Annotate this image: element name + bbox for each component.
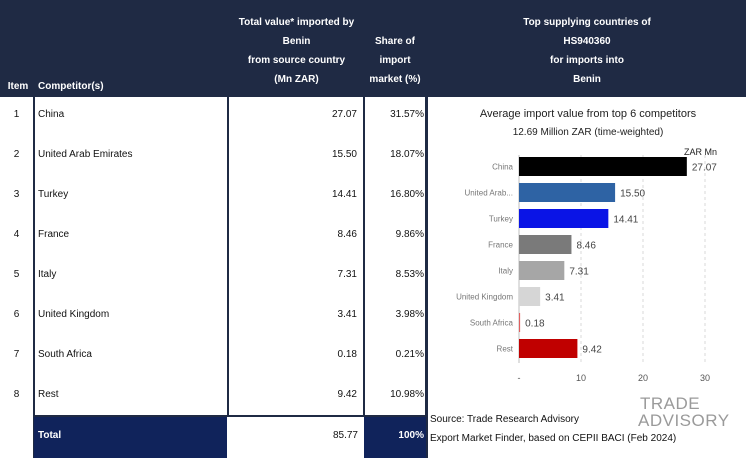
chart-header: Top supplying countries of HS940360 for … — [523, 17, 651, 85]
value-label: 15.50 — [620, 189, 645, 200]
total-value-cell — [229, 417, 364, 458]
total-label: Total — [38, 430, 62, 441]
row-share: 8.53% — [395, 269, 424, 280]
row-value: 8.46 — [337, 229, 357, 240]
bar — [519, 157, 687, 176]
total-row — [34, 417, 227, 458]
category-label: France — [488, 241, 513, 250]
row-competitor: Rest — [38, 389, 59, 400]
chart-unit-label: ZAR Mn — [684, 147, 717, 157]
bar — [519, 183, 616, 202]
category-label: United Kingdom — [456, 293, 513, 302]
table-border-bottom — [33, 415, 428, 417]
source-line-2: Export Market Finder, based on CEPII BAC… — [430, 433, 677, 444]
row-competitor: Italy — [38, 269, 57, 280]
competitor-header: Competitor(s) — [38, 81, 104, 92]
category-label: South Africa — [470, 319, 514, 328]
row-value: 0.18 — [337, 349, 357, 360]
row-value: 15.50 — [331, 149, 357, 160]
x-tick-label: 30 — [700, 373, 710, 383]
value-label: 3.41 — [545, 293, 565, 304]
table-border-right — [425, 97, 428, 458]
row-share: 18.07% — [390, 149, 424, 160]
row-item: 5 — [13, 269, 20, 280]
row-item: 8 — [13, 389, 20, 400]
x-tick-label: - — [518, 373, 521, 383]
row-value: 27.07 — [331, 109, 357, 120]
row-item: 3 — [13, 189, 20, 200]
bar — [519, 235, 572, 254]
row-share: 16.80% — [390, 189, 424, 200]
item-header: Item — [7, 81, 29, 92]
row-item: 2 — [13, 149, 20, 160]
row-competitor: China — [38, 109, 65, 120]
value-label: 9.42 — [582, 345, 602, 356]
bar — [519, 339, 578, 358]
row-competitor: Turkey — [38, 189, 69, 200]
value-label: 27.07 — [692, 163, 717, 174]
table-header — [0, 0, 746, 97]
bar — [519, 209, 609, 228]
row-share: 0.21% — [395, 349, 424, 360]
row-competitor: United Kingdom — [38, 309, 110, 320]
row-value: 9.42 — [337, 389, 357, 400]
row-share: 9.86% — [395, 229, 424, 240]
trade-advisory-logo: TRADE ADVISORY — [638, 394, 730, 430]
bar — [519, 313, 521, 332]
row-item: 6 — [13, 309, 20, 320]
x-tick-label: 10 — [576, 373, 586, 383]
total-value: 85.77 — [332, 430, 358, 441]
category-label: Turkey — [489, 215, 513, 224]
total-share: 100% — [398, 430, 424, 441]
value-label: 7.31 — [569, 267, 589, 278]
bar — [519, 287, 541, 306]
row-competitor: France — [38, 229, 70, 240]
row-value: 3.41 — [337, 309, 357, 320]
x-tick-label: 20 — [638, 373, 648, 383]
row-share: 3.98% — [395, 309, 424, 320]
row-item: 1 — [13, 109, 20, 120]
total-share-cell — [364, 417, 426, 458]
category-label: China — [492, 163, 513, 172]
row-competitor: South Africa — [38, 349, 92, 360]
row-item: 4 — [13, 229, 20, 240]
value-label: 0.18 — [525, 319, 545, 330]
row-competitor: United Arab Emirates — [38, 149, 133, 160]
share-header: Share of import market (%) — [369, 36, 421, 85]
value-header: Total value* imported by Benin from sour… — [238, 17, 355, 85]
value-label: 14.41 — [613, 215, 638, 226]
bar-chart: Average import value from top 6 competit… — [456, 108, 717, 383]
source-line-1: Source: Trade Research Advisory — [430, 414, 579, 425]
row-share: 31.57% — [390, 109, 424, 120]
row-share: 10.98% — [390, 389, 424, 400]
table-border-left — [33, 97, 35, 458]
table-border-mid2 — [363, 97, 365, 417]
row-value: 14.41 — [331, 189, 357, 200]
table-border-mid1 — [227, 97, 229, 417]
category-label: United Arab... — [465, 189, 513, 198]
category-label: Rest — [497, 345, 514, 354]
category-label: Italy — [498, 267, 513, 276]
chart-panel: Average import value from top 6 competit… — [428, 97, 746, 415]
bar — [519, 261, 565, 280]
row-value: 7.31 — [337, 269, 357, 280]
row-item: 7 — [13, 349, 20, 360]
value-label: 8.46 — [576, 241, 596, 252]
chart-subtitle: 12.69 Million ZAR (time-weighted) — [513, 127, 664, 138]
chart-title: Average import value from top 6 competit… — [480, 108, 697, 120]
